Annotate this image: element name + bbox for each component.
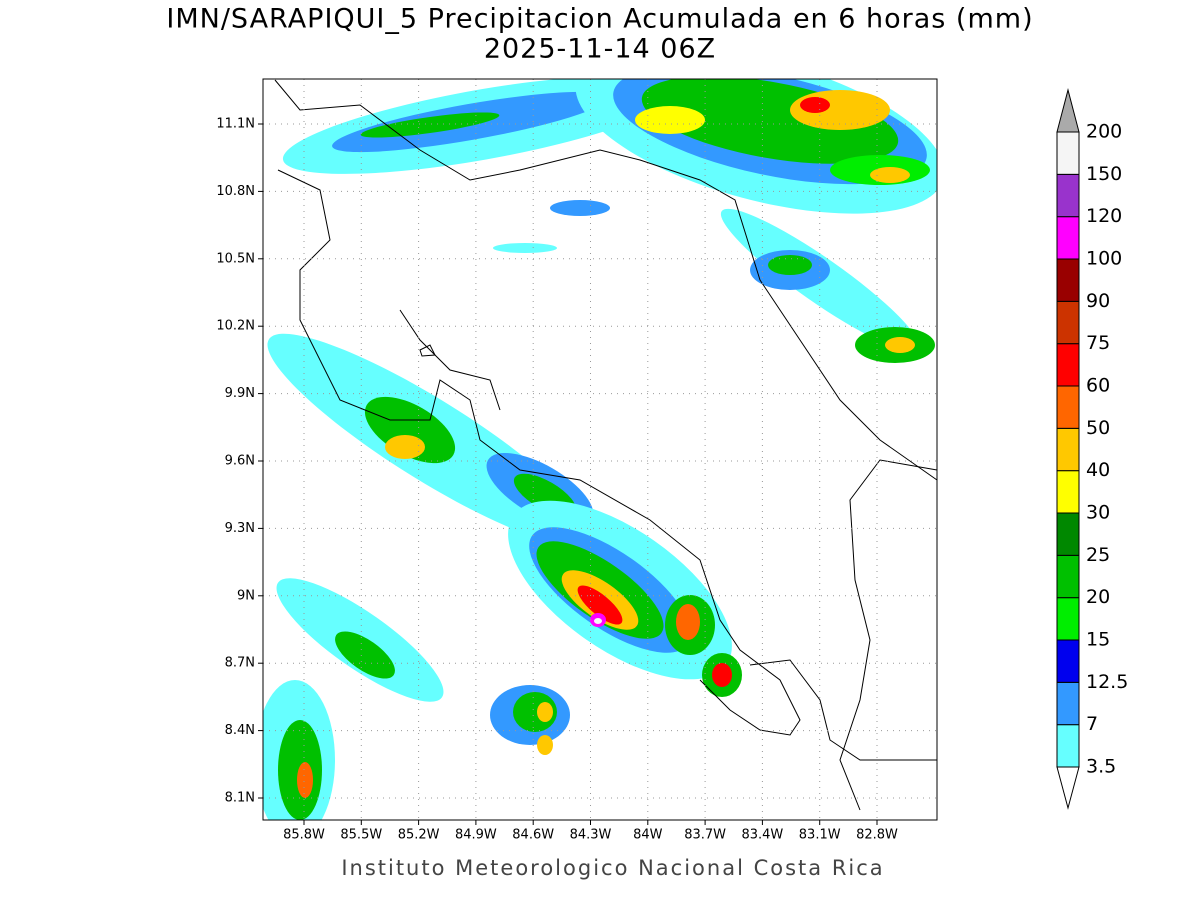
colorbar-box (1056, 427, 1080, 472)
colorbar-box (1056, 681, 1080, 726)
colorbar-box (1056, 724, 1080, 768)
colorbar-box (1056, 639, 1080, 683)
footer: Instituto Meteorologico Nacional Costa R… (341, 856, 884, 880)
subtitle: 2025-11-14 06Z (484, 34, 716, 65)
lat-tick-label: 10.5N (216, 251, 255, 266)
lat-tick-label: 10.8N (216, 184, 255, 199)
lon-tick-label: 84.3W (570, 828, 612, 843)
lon-tick-label: 84W (633, 828, 663, 843)
lat-tick-label: 8.1N (225, 791, 255, 806)
axes: 11.1N 10.8N 10.5N 10.2N 9.9N 9.6N 9.3N 9N 8.7N 8.… (216, 117, 898, 843)
colorbar-label: 20 (1086, 586, 1110, 608)
colorbar-label: 40 (1086, 459, 1110, 481)
coastlines (274, 79, 938, 811)
colorbar: 3.5 7 12.5 15 20 25 30 40 50 60 75 90 100 120 150 200 (1056, 88, 1128, 810)
colorbar-box (1056, 300, 1080, 345)
colorbar-box (1056, 597, 1080, 641)
colorbar-label: 60 (1086, 375, 1110, 397)
colorbar-label: 7 (1086, 713, 1098, 735)
colorbar-box (1056, 131, 1080, 175)
colorbar-box (1056, 554, 1080, 599)
lon-tick-label: 85.2W (398, 828, 440, 843)
precip-field (263, 79, 937, 820)
lat-tick-label: 8.7N (225, 656, 255, 671)
colorbar-label: 25 (1086, 544, 1110, 566)
colorbar-label: 200 (1086, 121, 1122, 143)
lon-tick-label: 83.4W (741, 828, 783, 843)
colorbar-box (1056, 512, 1080, 556)
lat-tick-label: 9.6N (225, 454, 255, 469)
lat-tick-label: 9N (237, 588, 255, 603)
lon-tick-label: 82.8W (856, 828, 898, 843)
colorbar-label: 12.5 (1086, 671, 1128, 693)
lon-tick-label: 84.6W (512, 828, 554, 843)
colorbar-box (1056, 258, 1080, 302)
lon-tick-label: 85.8W (283, 828, 325, 843)
colorbar-label: 15 (1086, 629, 1110, 651)
title: IMN/SARAPIQUI_5 Precipitacion Acumulada … (166, 4, 1033, 35)
colorbar-label: 50 (1086, 417, 1110, 439)
colorbar-box (1056, 173, 1080, 218)
lon-tick-label: 84.9W (455, 828, 497, 843)
colorbar-label: 30 (1086, 502, 1110, 524)
lon-tick-label: 85.5W (340, 828, 382, 843)
lat-tick-label: 9.3N (225, 521, 255, 536)
lat-tick-label: 8.4N (225, 723, 255, 738)
lon-tick-label: 83.7W (684, 828, 726, 843)
map-frame (262, 78, 938, 821)
lon-tick-label: 83.1W (799, 828, 841, 843)
colorbar-over (1056, 88, 1080, 133)
colorbar-label: 150 (1086, 163, 1122, 185)
lat-tick-label: 10.2N (216, 319, 255, 334)
colorbar-label: 120 (1086, 205, 1122, 227)
lat-tick-label: 11.1N (216, 117, 255, 132)
colorbar-label: 3.5 (1086, 756, 1116, 778)
colorbar-label: 90 (1086, 290, 1110, 312)
colorbar-under (1056, 766, 1080, 810)
colorbar-box (1056, 470, 1080, 514)
colorbar-label: 100 (1086, 248, 1122, 270)
colorbar-box (1056, 216, 1080, 260)
colorbar-label: 75 (1086, 332, 1110, 354)
grid (263, 79, 937, 820)
colorbar-box (1056, 385, 1080, 429)
colorbar-box (1056, 343, 1080, 387)
lat-tick-label: 9.9N (225, 386, 255, 401)
